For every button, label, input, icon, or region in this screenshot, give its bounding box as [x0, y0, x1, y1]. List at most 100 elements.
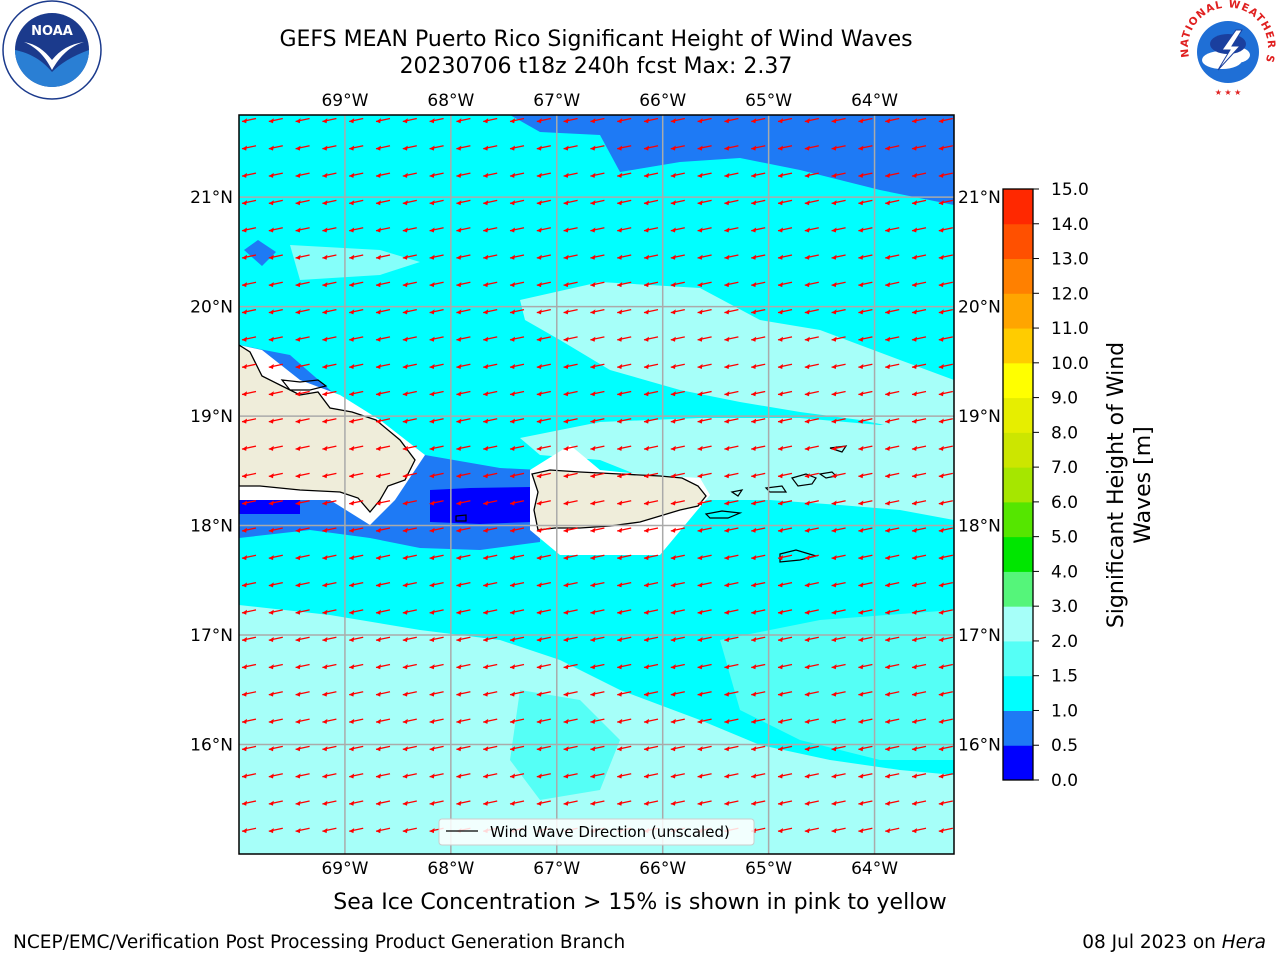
wind-arrow-icon — [456, 254, 471, 260]
wind-arrow-icon — [911, 554, 927, 561]
wind-arrow-icon — [563, 117, 578, 124]
wind-arrow-icon — [563, 527, 578, 533]
wind-arrow-icon — [563, 363, 578, 369]
lat-tick-label-right: 20°N — [958, 298, 1001, 318]
lat-tick-label-left: 21°N — [190, 188, 233, 208]
wind-arrow-icon — [483, 145, 498, 151]
wind-arrow-icon — [670, 390, 685, 397]
wind-arrow-icon — [617, 308, 632, 315]
wind-arrow-icon — [268, 745, 283, 752]
wind-arrow-icon — [885, 745, 900, 752]
wind-arrow-icon — [670, 363, 685, 369]
wind-arrow-icon — [858, 363, 873, 369]
wind-arrow-icon — [751, 336, 766, 342]
wind-arrow-icon — [643, 363, 659, 369]
wind-arrow-icon — [885, 527, 900, 533]
wind-arrow-icon — [831, 554, 846, 561]
wind-arrow-icon — [858, 227, 873, 233]
wind-arrow-icon — [643, 663, 659, 670]
wind-arrow-icon — [268, 308, 283, 315]
wind-arrow-icon — [509, 773, 525, 779]
wind-arrow-icon — [241, 281, 257, 288]
wind-arrow-icon — [777, 691, 793, 697]
colorbar-segment — [1003, 606, 1033, 642]
colorbar-tick-label: 1.0 — [1051, 701, 1078, 721]
wind-arrow-icon — [322, 527, 337, 533]
wind-arrow-icon — [268, 390, 283, 397]
wind-arrow-icon — [590, 554, 605, 561]
wind-arrow-icon — [375, 117, 391, 124]
wind-arrow-icon — [241, 691, 257, 697]
wind-arrow-icon — [911, 227, 927, 233]
wind-arrow-icon — [670, 581, 685, 588]
wind-arrow-icon — [697, 581, 712, 588]
wind-arrow-icon — [456, 663, 471, 670]
wind-arrow-icon — [617, 718, 632, 724]
wind-arrow-icon — [322, 336, 337, 342]
wind-arrow-icon — [751, 117, 766, 124]
wind-arrow-icon — [590, 254, 605, 260]
wind-arrow-icon — [724, 663, 739, 670]
colorbar-segment — [1003, 745, 1033, 781]
wind-arrow-icon — [617, 227, 632, 233]
colorbar-label-line2: Waves [m] — [1131, 426, 1156, 543]
wind-arrow-icon — [456, 472, 471, 479]
wind-arrow-icon — [483, 117, 498, 124]
wind-arrow-icon — [643, 308, 659, 315]
wind-arrow-icon — [536, 227, 551, 233]
wind-arrow-icon — [509, 445, 525, 451]
wind-arrow-icon — [885, 663, 900, 670]
wind-arrow-icon — [617, 636, 632, 642]
wind-arrow-icon — [563, 609, 578, 615]
wind-arrow-icon — [349, 336, 364, 342]
wind-arrow-icon — [724, 691, 739, 697]
colorbar-segment — [1003, 223, 1033, 260]
wind-arrow-icon — [429, 800, 444, 806]
wind-arrow-icon — [536, 745, 551, 752]
map-subtitle: 20230706 t18z 240h fcst Max: 2.37 — [399, 54, 793, 79]
wind-arrow-icon — [268, 172, 283, 178]
wind-arrow-icon — [670, 800, 685, 806]
wind-arrow-icon — [375, 418, 391, 424]
wind-arrow-icon — [643, 718, 659, 724]
wind-arrow-icon — [751, 363, 766, 369]
wind-arrow-icon — [268, 554, 283, 561]
colorbar-segment — [1003, 640, 1033, 677]
wind-arrow-icon — [429, 445, 444, 451]
wind-arrow-icon — [241, 581, 257, 588]
wind-arrow-icon — [375, 800, 391, 806]
wind-arrow-icon — [858, 691, 873, 697]
wind-arrow-icon — [241, 390, 257, 397]
wind-arrow-icon — [241, 745, 257, 752]
wind-arrow-icon — [697, 227, 712, 233]
wind-arrow-icon — [885, 445, 900, 451]
wind-arrow-icon — [777, 418, 793, 424]
wind-arrow-icon — [402, 390, 417, 397]
wind-arrow-icon — [724, 117, 739, 124]
wind-arrow-icon — [295, 500, 310, 506]
wind-arrow-icon — [483, 281, 498, 288]
wind-arrow-icon — [751, 581, 766, 588]
wind-arrow-icon — [751, 691, 766, 697]
wind-arrow-icon — [429, 336, 444, 342]
wind-arrow-icon — [402, 145, 417, 151]
wind-arrow-icon — [724, 636, 739, 642]
wind-arrow-icon — [670, 554, 685, 561]
wind-arrow-icon — [724, 308, 739, 315]
wind-arrow-icon — [563, 472, 578, 479]
wind-arrow-icon — [402, 827, 417, 834]
wind-arrow-icon — [456, 636, 471, 642]
wind-arrow-icon — [643, 527, 659, 533]
wind-arrow-icon — [402, 745, 417, 752]
wind-arrow-icon — [590, 418, 605, 424]
wind-arrow-icon — [483, 581, 498, 588]
wind-arrow-icon — [268, 718, 283, 724]
wind-arrow-icon — [643, 500, 659, 506]
wind-arrow-icon — [295, 308, 310, 315]
wind-arrow-icon — [804, 800, 819, 806]
wind-arrow-icon — [697, 500, 712, 506]
wind-arrow-icon — [536, 554, 551, 561]
wind-arrow-icon — [670, 172, 685, 178]
wind-arrow-icon — [322, 117, 337, 124]
wind-arrow-icon — [697, 472, 712, 479]
